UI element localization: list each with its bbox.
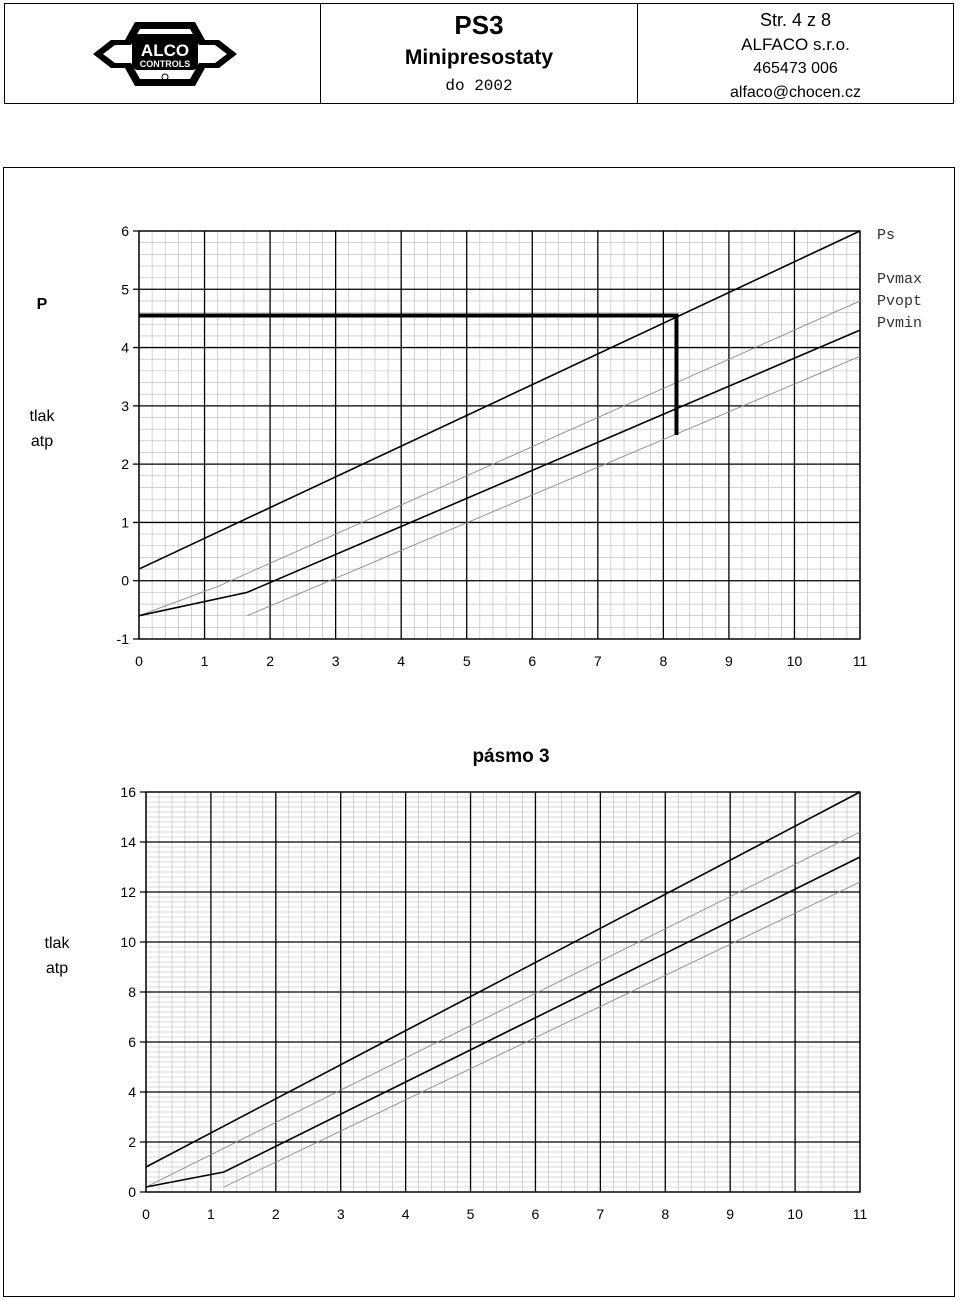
x-tick-label: 8 (659, 653, 667, 669)
phone-number: 465473 006 (753, 60, 838, 77)
x-tick-label: 1 (201, 653, 209, 669)
y-tick-label: 12 (120, 884, 136, 900)
y-axis-label: atp (31, 433, 53, 450)
series-line-pvmin (138, 329, 861, 617)
x-tick-label: 11 (853, 1206, 868, 1222)
charts-frame (3, 167, 955, 1297)
legend-entry: Pvmin (877, 315, 922, 332)
logo-text-bottom: CONTROLS (140, 59, 191, 69)
logo-cell: ALCO CONTROLS (5, 4, 321, 103)
legend-entry: Ps (877, 227, 895, 244)
x-tick-label: 0 (142, 1206, 150, 1222)
y-tick-label: 3 (121, 398, 129, 414)
y-tick-label: 0 (128, 1184, 136, 1200)
y-tick-label: 0 (121, 573, 129, 589)
x-tick-label: 10 (787, 653, 803, 669)
document-header: ALCO CONTROLS PS3 Minipresostaty do 2002… (4, 3, 954, 104)
alco-controls-logo: ALCO CONTROLS (93, 22, 237, 86)
plot-border (145, 791, 861, 1193)
x-tick-label: 5 (467, 1206, 475, 1222)
logo-text-top: ALCO (141, 41, 189, 60)
y-axis-label: tlak (30, 408, 56, 425)
y-tick-label: 4 (128, 1084, 136, 1100)
series-line-3 (246, 355, 861, 617)
title-cell: PS3 Minipresostaty do 2002 (321, 4, 638, 103)
legend-entry: Pvopt (877, 293, 922, 310)
x-tick-label: 4 (402, 1206, 410, 1222)
doc-subtitle: Minipresostaty (404, 46, 554, 69)
x-tick-label: 10 (787, 1206, 803, 1222)
y-tick-label: 4 (121, 340, 129, 356)
x-tick-label: 5 (463, 653, 471, 669)
x-tick-label: 6 (532, 1206, 540, 1222)
x-tick-label: 9 (726, 1206, 734, 1222)
x-tick-label: 6 (528, 653, 536, 669)
series-line-0 (145, 791, 861, 1168)
company-name: ALFACO s.r.o. (741, 35, 850, 54)
series-line-pvopt (138, 300, 861, 617)
y-tick-label: 10 (120, 934, 136, 950)
y-tick-label: 6 (121, 223, 129, 239)
x-tick-label: 7 (596, 1206, 604, 1222)
series-line-3 (223, 881, 861, 1188)
plot-border (138, 230, 861, 640)
x-tick-label: 2 (272, 1206, 280, 1222)
x-tick-label: 0 (135, 653, 143, 669)
y-axis-label: atp (46, 960, 68, 977)
y-tick-label: -1 (117, 631, 130, 647)
y-tick-label: 14 (120, 834, 136, 850)
series-line-1 (145, 831, 861, 1188)
y-tick-label: 6 (128, 1034, 136, 1050)
series-line-pvmax (138, 230, 861, 570)
x-tick-label: 9 (725, 653, 733, 669)
x-tick-label: 8 (661, 1206, 669, 1222)
email-address: alfaco@chocen.cz (730, 84, 861, 101)
chart-title: pásmo 3 (472, 746, 549, 767)
chart-2-grid (140, 791, 861, 1193)
y-axis-label: tlak (45, 935, 71, 952)
y-tick-label: 8 (128, 984, 136, 1000)
legend-entry: Pvmax (877, 271, 922, 288)
contact-cell: Str. 4 z 8 ALFACO s.r.o. 465473 006 alfa… (638, 4, 953, 103)
x-tick-label: 11 (853, 653, 868, 669)
x-tick-label: 1 (207, 1206, 215, 1222)
doc-date: do 2002 (445, 77, 513, 95)
x-tick-label: 3 (337, 1206, 345, 1222)
doc-title: PS3 (454, 10, 504, 40)
page-number: Str. 4 z 8 (759, 10, 832, 30)
x-tick-label: 3 (332, 653, 340, 669)
y-tick-label: 1 (121, 514, 129, 530)
y-tick-label: 2 (121, 456, 129, 472)
x-tick-label: 4 (397, 653, 405, 669)
x-tick-label: 2 (266, 653, 274, 669)
y-tick-label: 5 (121, 281, 129, 297)
x-tick-label: 7 (594, 653, 602, 669)
setpoint-marker (139, 313, 679, 435)
y-tick-label: 16 (120, 784, 136, 800)
y-axis-symbol: P (37, 296, 48, 313)
series-line-2 (145, 856, 861, 1188)
y-tick-label: 2 (128, 1134, 136, 1150)
chart-1-grid (133, 230, 861, 640)
